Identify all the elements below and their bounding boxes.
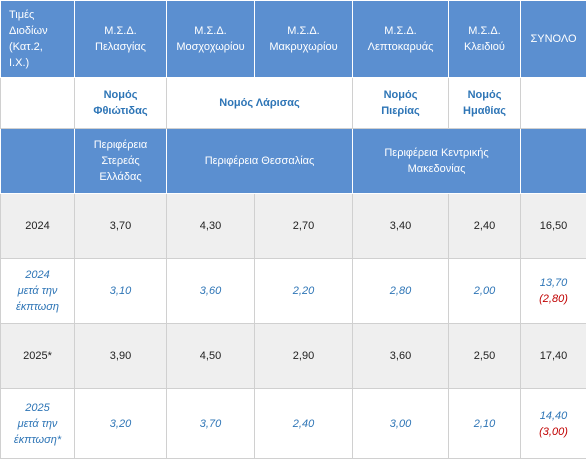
reduction-value: (3,00) [539, 425, 568, 438]
total-value: 16,50 [539, 220, 568, 232]
price-cell: 3,60 [352, 323, 449, 389]
region-cell: Περιφέρεια Κεντρικής Μακεδονίας [352, 128, 521, 194]
empty-cell [0, 77, 75, 129]
price-cell: 2,80 [352, 258, 449, 324]
price-cell: 3,40 [352, 193, 449, 259]
total-cell: 14,40 (3,00) [520, 388, 586, 459]
year-cell: 2025* [0, 323, 75, 389]
empty-cell [520, 128, 586, 194]
prefecture-cell: Νομός Πιερίας [352, 77, 449, 129]
price-cell: 4,30 [166, 193, 255, 259]
price-cell: 3,10 [74, 258, 167, 324]
price-cell: 3,70 [166, 388, 255, 459]
prefecture-cell: Νομός Λάρισας [166, 77, 353, 129]
price-cell: 2,20 [254, 258, 353, 324]
total-cell: 16,50 [520, 193, 586, 259]
reduction-value: (2,80) [539, 293, 568, 305]
table-row: Τιμές Διοδίων (Κατ.2, Ι.Χ.) Μ.Σ.Δ. Πελασγ… [0, 0, 586, 78]
total-cell: 13,70 (2,80) [520, 258, 586, 324]
header-cell: Μ.Σ.Δ. Μοσχοχωρίου [166, 0, 255, 78]
total-value: 13,70 [539, 277, 568, 289]
header-cell: Μ.Σ.Δ. Μακρυχωρίου [254, 0, 353, 78]
header-cell: Τιμές Διοδίων (Κατ.2, Ι.Χ.) [0, 0, 75, 78]
empty-cell [0, 128, 75, 194]
header-cell: ΣΥΝΟΛΟ [520, 0, 586, 78]
region-cell: Περιφέρεια Θεσσαλίας [166, 128, 353, 194]
price-cell: 2,10 [448, 388, 521, 459]
table-row: Περιφέρεια Στερεάς Ελλάδας Περιφέρεια Θεσ… [0, 128, 586, 194]
prefecture-cell: Νομός Φθιώτιδας [74, 77, 167, 129]
prefecture-cell: Νομός Ημαθίας [448, 77, 521, 129]
table-row: 2025* 3,90 4,50 2,90 3,60 2,50 17,40 [0, 323, 586, 389]
year-cell: 2025 μετά την έκπτωση* [0, 388, 75, 459]
table-row: 2024 μετά την έκπτωση 3,10 3,60 2,20 2,80 2,0… [0, 258, 586, 324]
price-cell: 2,00 [448, 258, 521, 324]
price-cell: 2,40 [448, 193, 521, 259]
table-row: 2024 3,70 4,30 2,70 3,40 2,40 16,50 [0, 193, 586, 259]
price-cell: 2,70 [254, 193, 353, 259]
price-cell: 2,40 [254, 388, 353, 459]
year-cell: 2024 [0, 193, 75, 259]
empty-cell [520, 77, 586, 129]
table-row: Νομός Φθιώτιδας Νομός Λάρισας Νομός Πιερία… [0, 77, 586, 129]
price-cell: 3,60 [166, 258, 255, 324]
header-cell: Μ.Σ.Δ. Πελασγίας [74, 0, 167, 78]
price-cell: 2,90 [254, 323, 353, 389]
header-cell: Μ.Σ.Δ. Κλειδιού [448, 0, 521, 78]
price-cell: 3,20 [74, 388, 167, 459]
total-value: 17,40 [539, 350, 568, 362]
price-cell: 2,50 [448, 323, 521, 389]
price-cell: 3,70 [74, 193, 167, 259]
table-row: 2025 μετά την έκπτωση* 3,20 3,70 2,40 3,00 2,… [0, 388, 586, 459]
year-cell: 2024 μετά την έκπτωση [0, 258, 75, 324]
price-cell: 3,00 [352, 388, 449, 459]
header-cell: Μ.Σ.Δ. Λεπτοκαρυάς [352, 0, 449, 78]
total-cell: 17,40 [520, 323, 586, 389]
region-cell: Περιφέρεια Στερεάς Ελλάδας [74, 128, 167, 194]
price-cell: 4,50 [166, 323, 255, 389]
total-value: 14,40 [539, 409, 568, 422]
price-cell: 3,90 [74, 323, 167, 389]
